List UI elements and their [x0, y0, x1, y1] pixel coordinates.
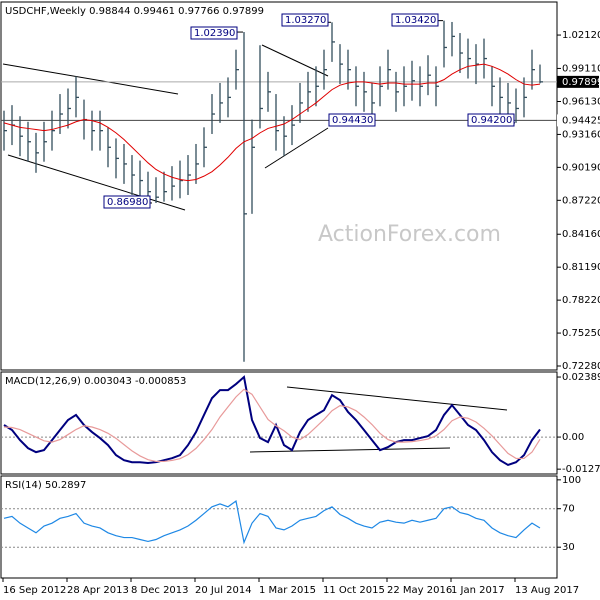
y-tick-label: 70 [562, 504, 575, 515]
x-tick-label: 28 Apr 2013 [67, 585, 129, 596]
y-tick-label: 0.84160 [562, 229, 600, 240]
panel-title: RSI(14) 50.2897 [5, 480, 86, 491]
hline-box [557, 114, 599, 127]
hline-label: 0.94425 [562, 115, 600, 126]
annotation-label: 1.03420 [395, 15, 436, 26]
x-tick-label: 13 Aug 2017 [515, 585, 579, 596]
x-tick-label: 11 Oct 2015 [323, 585, 385, 596]
annotation-label: 1.03270 [285, 15, 326, 26]
trend-line [261, 44, 329, 77]
trend-line [2, 63, 179, 95]
y-tick-label: 0.78220 [562, 295, 600, 306]
y-tick-label: 0.75250 [562, 328, 600, 339]
trend-lines [2, 44, 508, 453]
annotation-box [467, 113, 515, 127]
y-tick-label: 30 [562, 542, 575, 553]
x-tick-label: 1 Mar 2015 [259, 585, 316, 596]
y-tick-label: 0.72280 [562, 361, 600, 372]
indicator-line [3, 499, 541, 545]
annotation-box [391, 13, 439, 27]
y-tick-label: 0.023894 [562, 372, 600, 383]
annotation-label: 1.02390 [194, 28, 235, 39]
annotation-box [190, 26, 238, 40]
panel-frame [0, 475, 558, 579]
annotation-label: 0.94430 [332, 115, 373, 126]
x-tick-label: 1 Jan 2017 [451, 585, 505, 596]
annotation-label: 0.94200 [471, 115, 512, 126]
annotation-label: 0.86980 [107, 197, 148, 208]
y-tick-label: 0.81190 [562, 262, 600, 273]
last-price-label: 0.97899 [562, 77, 600, 88]
panel-frame [0, 371, 558, 475]
trend-line [286, 386, 508, 411]
x-tick-label: 20 Jul 2014 [195, 585, 252, 596]
trend-line [264, 127, 329, 169]
x-tick-label: 16 Sep 2012 [3, 585, 66, 596]
x-tick-label: 8 Dec 2013 [131, 585, 189, 596]
x-tick-label: 22 May 2016 [387, 585, 452, 596]
y-tick-label: 0.99110 [562, 63, 600, 74]
panel-title: MACD(12,26,9) 0.003043 -0.000853 [5, 376, 186, 387]
y-tick-label: -0.012772 [562, 464, 600, 475]
y-tick-label: 0.93160 [562, 129, 600, 140]
y-tick-label: 1.02120 [562, 30, 600, 41]
watermark: ActionForex.com [318, 222, 501, 247]
y-tick-label: 0.90190 [562, 162, 600, 173]
annotation-box [281, 13, 329, 27]
y-tick-label: 0.87220 [562, 195, 600, 206]
panel-frame [0, 1, 558, 371]
panel-title: USDCHF,Weekly 0.98844 0.99461 0.97766 0.… [5, 6, 264, 17]
y-tick-label: 0.96130 [562, 96, 600, 107]
last-price-box [557, 75, 599, 88]
annotation-box [103, 195, 151, 209]
indicator-line [3, 375, 541, 467]
moving-average [3, 63, 541, 182]
trend-line [249, 447, 451, 453]
annotation-box [328, 113, 376, 127]
y-tick-label: 0.00 [562, 432, 584, 443]
y-tick-label: 100 [562, 475, 581, 486]
indicator-line [3, 388, 541, 463]
